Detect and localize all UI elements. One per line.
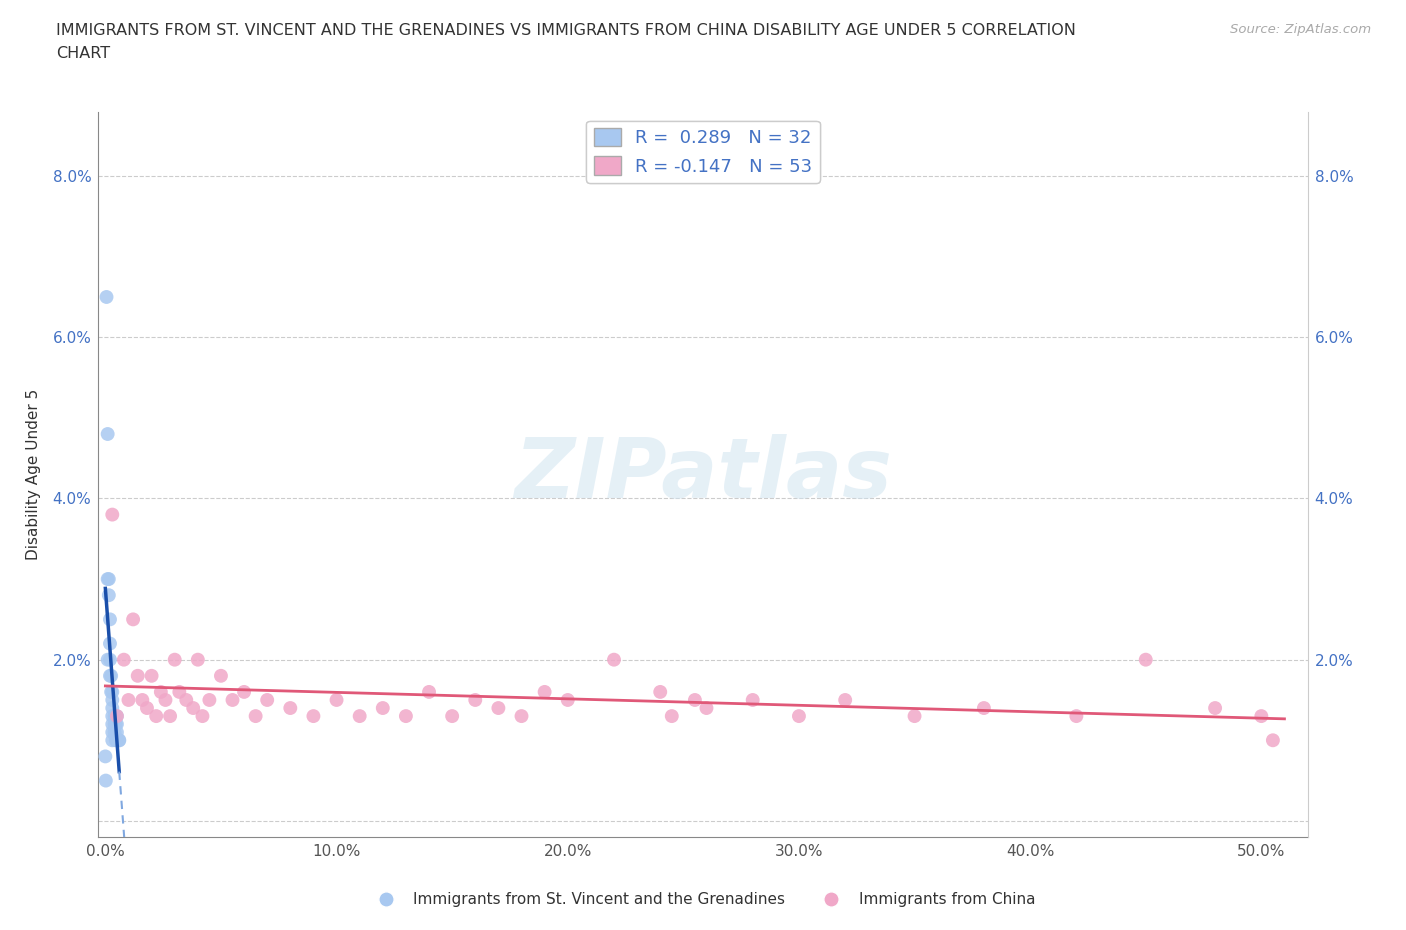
Point — [834, 693, 856, 708]
Point — [395, 709, 418, 724]
Text: Source: ZipAtlas.com: Source: ZipAtlas.com — [1230, 23, 1371, 36]
Text: ZIPatlas: ZIPatlas — [515, 433, 891, 515]
Point — [145, 709, 167, 724]
Point — [1250, 709, 1272, 724]
Point — [127, 669, 149, 684]
Point — [105, 717, 128, 732]
Point — [903, 709, 925, 724]
Point — [349, 709, 371, 724]
Point — [101, 507, 124, 522]
Point — [97, 588, 120, 603]
Point — [533, 684, 555, 699]
Point — [104, 724, 127, 739]
Point — [325, 693, 347, 708]
Point — [104, 717, 127, 732]
Point — [371, 700, 394, 715]
Point — [98, 652, 121, 667]
Point — [741, 693, 763, 708]
Point — [97, 572, 120, 587]
Point — [101, 709, 124, 724]
Legend: Immigrants from St. Vincent and the Grenadines, Immigrants from China: Immigrants from St. Vincent and the Gren… — [364, 886, 1042, 913]
Point — [104, 709, 127, 724]
Point — [695, 700, 717, 715]
Point — [104, 733, 127, 748]
Point — [101, 700, 124, 715]
Point — [245, 709, 267, 724]
Point — [141, 669, 163, 684]
Point — [510, 709, 533, 724]
Point — [1204, 700, 1226, 715]
Point — [101, 717, 124, 732]
Point — [661, 709, 683, 724]
Point — [209, 669, 232, 684]
Point — [122, 612, 145, 627]
Point — [101, 684, 124, 699]
Point — [302, 709, 325, 724]
Point — [96, 289, 118, 304]
Point — [136, 700, 159, 715]
Point — [1135, 652, 1157, 667]
Point — [181, 700, 204, 715]
Point — [169, 684, 191, 699]
Point — [191, 709, 214, 724]
Point — [97, 652, 120, 667]
Point — [787, 709, 810, 724]
Point — [163, 652, 186, 667]
Point — [101, 724, 124, 739]
Point — [278, 700, 301, 715]
Point — [650, 684, 672, 699]
Legend: R =  0.289   N = 32, R = -0.147   N = 53: R = 0.289 N = 32, R = -0.147 N = 53 — [586, 121, 820, 183]
Point — [94, 773, 117, 788]
Point — [603, 652, 626, 667]
Point — [94, 749, 117, 764]
Point — [1261, 733, 1284, 748]
Point — [187, 652, 209, 667]
Point — [101, 693, 124, 708]
Point — [105, 733, 128, 748]
Point — [464, 693, 486, 708]
Text: CHART: CHART — [56, 46, 110, 61]
Point — [174, 693, 197, 708]
Point — [97, 572, 120, 587]
Point — [441, 709, 464, 724]
Point — [105, 709, 128, 724]
Point — [973, 700, 995, 715]
Point — [1066, 709, 1088, 724]
Point — [233, 684, 256, 699]
Point — [104, 717, 127, 732]
Point — [131, 693, 153, 708]
Point — [198, 693, 221, 708]
Point — [112, 652, 135, 667]
Point — [108, 733, 131, 748]
Point — [98, 612, 121, 627]
Point — [101, 733, 124, 748]
Point — [221, 693, 243, 708]
Text: IMMIGRANTS FROM ST. VINCENT AND THE GRENADINES VS IMMIGRANTS FROM CHINA DISABILI: IMMIGRANTS FROM ST. VINCENT AND THE GREN… — [56, 23, 1076, 38]
Point — [105, 709, 128, 724]
Point — [486, 700, 509, 715]
Point — [155, 693, 177, 708]
Point — [100, 669, 122, 684]
Point — [117, 693, 139, 708]
Point — [159, 709, 181, 724]
Point — [683, 693, 706, 708]
Point — [256, 693, 278, 708]
Point — [98, 669, 121, 684]
Point — [557, 693, 579, 708]
Point — [97, 427, 120, 442]
Point — [105, 724, 128, 739]
Point — [100, 684, 122, 699]
Point — [418, 684, 440, 699]
Point — [108, 733, 131, 748]
Point — [98, 636, 121, 651]
Y-axis label: Disability Age Under 5: Disability Age Under 5 — [27, 389, 42, 560]
Point — [149, 684, 172, 699]
